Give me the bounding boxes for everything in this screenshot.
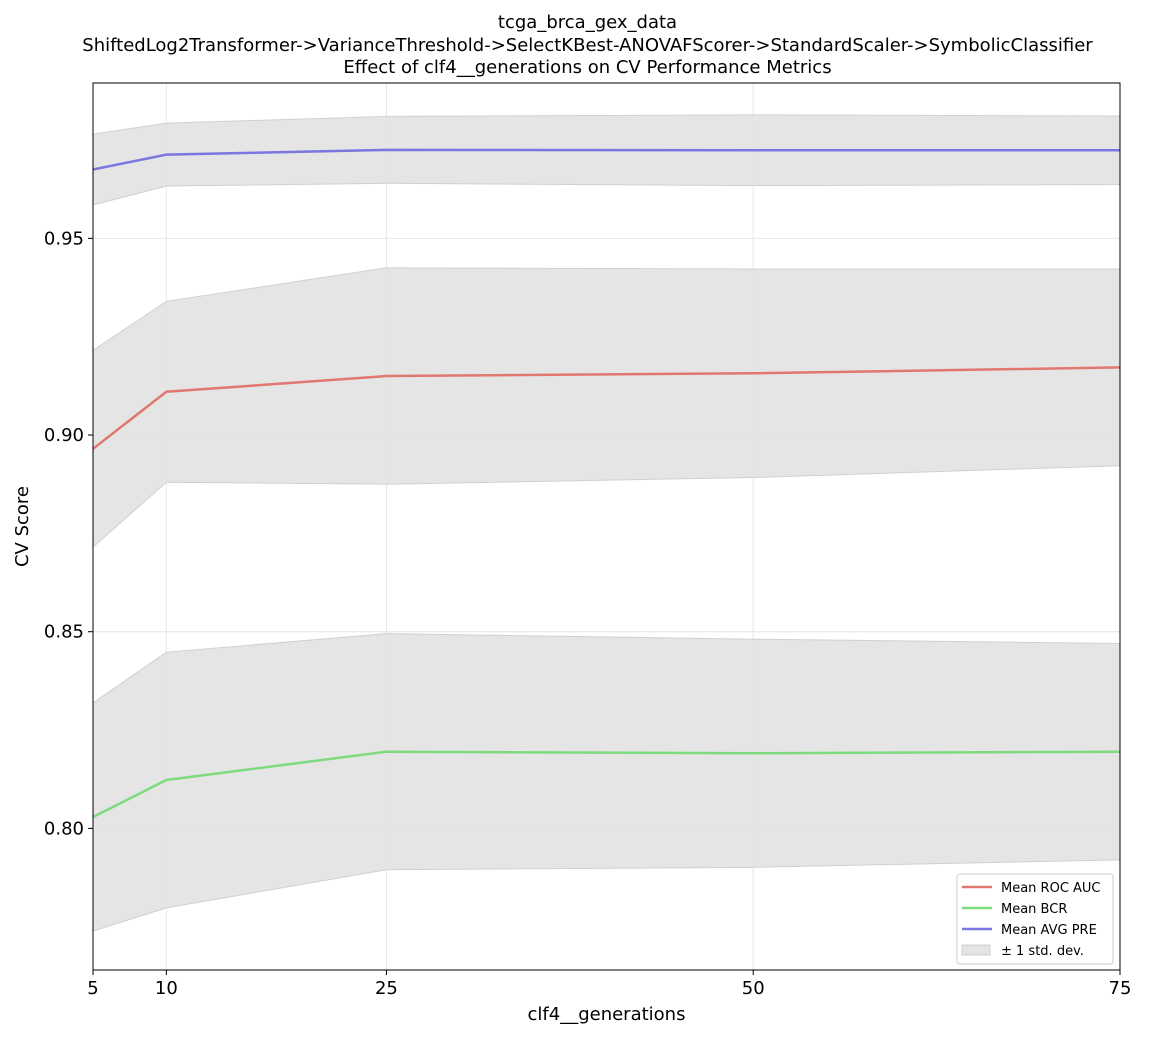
legend-label-band: ± 1 std. dev. (1001, 944, 1084, 959)
chart-subtitle-pipeline: ShiftedLog2Transformer->VarianceThreshol… (82, 35, 1093, 56)
std-band-avg_pre (92, 114, 1121, 206)
legend-label-roc_auc: Mean ROC AUC (1001, 881, 1101, 896)
series-line-bcr (92, 750, 1121, 819)
x-tick-label: 75 (1109, 978, 1132, 999)
series-line-avg_pre (92, 148, 1120, 171)
x-axis-label: clf4__generations (528, 1004, 686, 1025)
chart-subtitle-effect: Effect of clf4__generations on CV Perfor… (343, 57, 832, 78)
y-tick-label: 0.95 (44, 228, 84, 249)
y-axis-label: CV Score (12, 486, 33, 567)
std-band-layer (92, 114, 1121, 932)
series-line-layer (92, 148, 1121, 819)
x-tick-label: 10 (155, 978, 178, 999)
y-tick-label: 0.80 (44, 818, 84, 839)
legend: Mean ROC AUC Mean BCR Mean AVG PRE ± 1 std.… (956, 873, 1114, 965)
plot-frame (92, 82, 1121, 971)
x-tick-label: 5 (87, 978, 98, 999)
chart-title: tcga_brca_gex_data (497, 12, 678, 33)
x-tick-label: 25 (375, 978, 398, 999)
series-line-roc_auc (92, 366, 1121, 450)
axis-ticks: 5 10 25 50 75 0.80 0.85 0.90 0.95 (44, 228, 1132, 999)
legend-box (956, 873, 1114, 965)
y-tick-label: 0.85 (44, 622, 84, 643)
x-tick-label: 50 (742, 978, 765, 999)
legend-swatch-band (961, 944, 991, 956)
legend-label-avg_pre: Mean AVG PRE (1001, 923, 1097, 938)
y-tick-label: 0.90 (44, 425, 84, 446)
legend-label-bcr: Mean BCR (1001, 902, 1067, 917)
std-band-roc_auc (92, 267, 1121, 549)
